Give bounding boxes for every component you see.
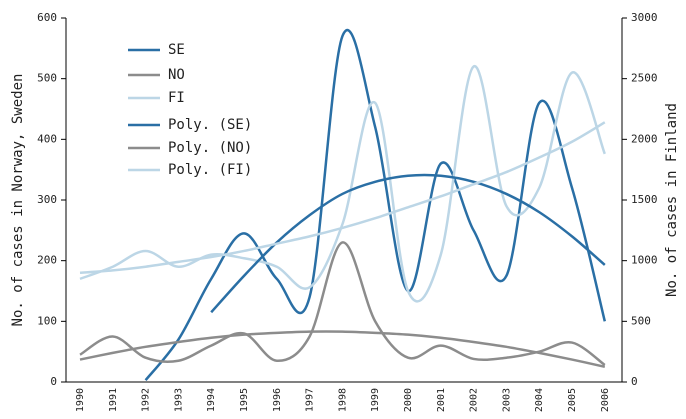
x-tick-label: 2006	[600, 388, 611, 412]
x-tick-label: 2004	[534, 388, 545, 412]
series-line	[79, 330, 606, 369]
legend-label: SE	[168, 42, 185, 58]
x-tick-label: 1999	[370, 388, 381, 412]
legend-label: NO	[168, 67, 185, 83]
y2-axis-title: No. of cases in Finland	[664, 103, 680, 297]
x-tick-label: 1998	[337, 388, 348, 412]
series-line	[79, 121, 606, 275]
series-line	[144, 28, 607, 381]
x-tick-label: 2005	[567, 388, 578, 412]
y-tick-label: 600	[37, 11, 57, 24]
legend-label: Poly. (NO)	[168, 140, 252, 156]
x-tick-label: 2002	[469, 388, 480, 412]
x-tick-label: 1991	[108, 388, 119, 412]
y2-tick-label: 1000	[631, 254, 658, 267]
series-line	[79, 241, 606, 367]
y-tick-label: 200	[37, 254, 57, 267]
x-tick-label: 2001	[436, 388, 447, 412]
x-tick-label: 2000	[403, 388, 414, 412]
y-axis-title: No. of cases in Norway, Sweden	[10, 74, 26, 327]
x-tick-label: 1990	[75, 388, 86, 412]
y2-tick-label: 2000	[631, 132, 658, 145]
y2-tick-label: 2500	[631, 72, 658, 85]
x-tick-label: 1995	[239, 388, 250, 412]
legend-label: Poly. (SE)	[168, 117, 252, 133]
x-tick-label: 1997	[305, 388, 316, 412]
x-tick-label: 1996	[272, 388, 283, 412]
legend-label: FI	[168, 90, 185, 106]
y2-tick-label: 1500	[631, 193, 658, 206]
series-line	[79, 65, 606, 303]
y-tick-label: 100	[37, 314, 57, 327]
x-tick-label: 1994	[206, 388, 217, 412]
legend-label: Poly. (FI)	[168, 162, 252, 178]
y2-tick-label: 3000	[631, 11, 658, 24]
y-tick-label: 300	[37, 193, 57, 206]
y-tick-label: 400	[37, 132, 57, 145]
x-tick-label: 1993	[173, 388, 184, 412]
y2-tick-label: 500	[631, 314, 651, 327]
y-tick-label: 0	[50, 375, 57, 388]
x-tick-label: 2003	[501, 388, 512, 412]
y2-tick-label: 0	[631, 375, 638, 388]
y-tick-label: 500	[37, 72, 57, 85]
x-tick-label: 1992	[141, 388, 152, 412]
